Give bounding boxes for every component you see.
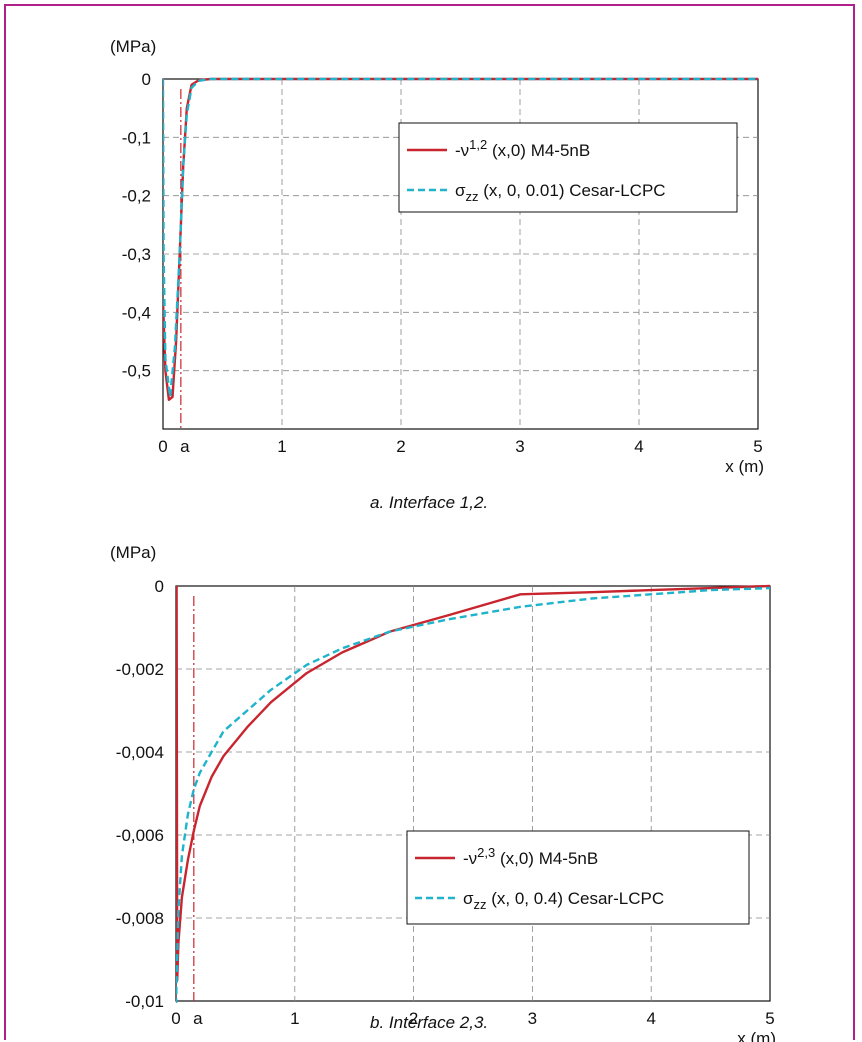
y-tick-label: -0,004 xyxy=(116,743,164,762)
chart-b: 0 -0,002 -0,004 -0,006 -0,008 -0,01 0 1 2 3 4 5 (MPa… xyxy=(110,543,776,1042)
legend: -ν2,3 (x,0) M4-5nB σzz (x, 0, 0.4) Cesar-… xyxy=(406,830,750,925)
caption-b: b. Interface 2,3. xyxy=(370,1013,489,1032)
x-tick-label: 3 xyxy=(515,437,524,456)
series-line-fem xyxy=(163,77,758,399)
x-tick-label: 2 xyxy=(409,1009,418,1028)
legend-label: σzz (x, 0, 0.4) Cesar-LCPC xyxy=(463,889,664,912)
annotation-a-label: a xyxy=(180,437,190,456)
caption-a: a. Interface 1,2. xyxy=(370,493,489,512)
x-tick-label: 5 xyxy=(765,1009,774,1028)
figure-frame xyxy=(4,4,855,1040)
x-tick-label: 4 xyxy=(634,437,643,456)
series-line-fem xyxy=(176,586,770,1003)
legend: -ν1,2 (x,0) M4-5nB σzz (x, 0, 0.01) Cesar… xyxy=(398,122,738,213)
x-tick-label: 5 xyxy=(753,437,762,456)
x-axis-label: x (m) xyxy=(737,1029,776,1042)
y-tick-label: -0,006 xyxy=(116,826,164,845)
x-tick-label: 1 xyxy=(290,1009,299,1028)
y-tick-label: -0,2 xyxy=(122,187,151,206)
y-tick-label: -0,008 xyxy=(116,909,164,928)
x-axis-label: x (m) xyxy=(725,457,764,476)
y-tick-label: 0 xyxy=(142,70,151,89)
y-axis-label: (MPa) xyxy=(110,543,156,562)
chart-a: 0 -0,1 -0,2 -0,3 -0,4 -0,5 0 1 2 3 4 5 (MPa) x (m) a -ν… xyxy=(110,37,764,476)
legend-box xyxy=(398,122,738,213)
series-line-model xyxy=(176,584,770,982)
legend-label: -ν2,3 (x,0) M4-5nB xyxy=(463,845,598,868)
y-tick-label: -0,01 xyxy=(125,992,164,1011)
x-tick-label: 0 xyxy=(171,1009,180,1028)
annotation-a-label: a xyxy=(193,1009,203,1028)
legend-label: -ν1,2 (x,0) M4-5nB xyxy=(455,137,590,160)
x-tick-label: 2 xyxy=(396,437,405,456)
x-tick-label: 0 xyxy=(158,437,167,456)
plot-area xyxy=(175,585,771,1002)
legend-label: σzz (x, 0, 0.01) Cesar-LCPC xyxy=(455,181,666,204)
y-tick-label: -0,1 xyxy=(122,128,151,147)
y-tick-label: -0,4 xyxy=(122,303,151,322)
y-tick-label: -0,5 xyxy=(122,362,151,381)
y-tick-label: -0,002 xyxy=(116,660,164,679)
y-tick-label: 0 xyxy=(155,577,164,596)
legend-box xyxy=(406,830,750,925)
x-tick-label: 4 xyxy=(646,1009,655,1028)
x-tick-label: 1 xyxy=(277,437,286,456)
y-axis-label: (MPa) xyxy=(110,37,156,56)
y-tick-label: -0,3 xyxy=(122,245,151,264)
x-tick-label: 3 xyxy=(528,1009,537,1028)
